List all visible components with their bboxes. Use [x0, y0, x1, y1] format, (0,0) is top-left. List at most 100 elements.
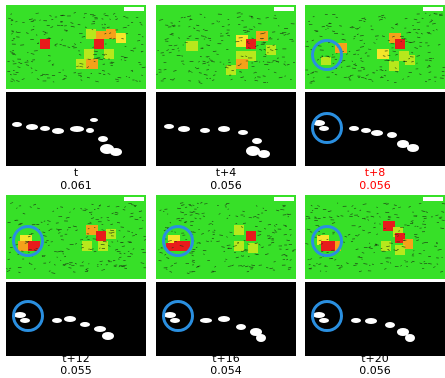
overlay-mark — [208, 223, 212, 225]
overlay-mark — [30, 29, 35, 31]
overlay-mark — [77, 72, 82, 74]
overlay-mark — [203, 253, 205, 255]
mask-blob — [64, 316, 76, 322]
overlay-mark — [107, 205, 110, 207]
overlay-mark — [376, 38, 378, 40]
overlay-mark — [430, 19, 434, 21]
overlay-mark — [10, 19, 14, 21]
overlay-mark — [177, 47, 180, 49]
overlay-mark — [263, 228, 267, 230]
overlay-mark — [13, 38, 16, 40]
overlay-mark — [86, 66, 90, 68]
overlay-mark — [406, 265, 408, 268]
overlay-mark — [141, 66, 146, 69]
overlay-mark — [416, 55, 420, 57]
heat-cell — [246, 51, 256, 61]
overlay-mark — [428, 64, 431, 67]
overlay-mark — [398, 206, 401, 208]
overlay-mark — [367, 232, 371, 234]
heat-cell — [94, 39, 104, 49]
heatmap-frame — [6, 5, 146, 89]
overlay-mark — [223, 250, 226, 253]
overlay-mark — [358, 270, 362, 273]
overlay-mark — [112, 13, 116, 15]
overlay-mark — [369, 264, 371, 267]
overlay-mark — [254, 71, 257, 74]
overlay-mark — [395, 24, 399, 26]
overlay-mark — [80, 208, 83, 210]
overlay-mark — [180, 211, 184, 214]
text-overlay — [305, 12, 445, 84]
overlay-mark — [101, 18, 104, 20]
heat-cell — [96, 31, 106, 39]
mask-blob — [110, 148, 122, 156]
overlay-mark — [158, 260, 162, 262]
overlay-mark — [65, 216, 70, 219]
overlay-mark — [284, 75, 286, 77]
overlay-mark — [356, 33, 359, 35]
overlay-mark — [122, 264, 127, 267]
overlay-mark — [216, 53, 219, 55]
overlay-mark — [314, 216, 317, 218]
overlay-mark — [260, 43, 265, 45]
overlay-mark — [289, 234, 292, 236]
mask-blob — [256, 334, 266, 342]
overlay-mark — [22, 212, 26, 215]
overlay-mark — [245, 265, 249, 268]
overlay-mark — [437, 44, 441, 46]
overlay-mark — [41, 255, 46, 257]
overlay-mark — [429, 14, 431, 16]
overlay-mark — [207, 230, 210, 232]
overlay-mark — [439, 14, 443, 17]
overlay-mark — [101, 229, 105, 231]
overlay-mark — [74, 43, 77, 45]
score-value: 0.056 — [359, 364, 391, 377]
overlay-mark — [334, 74, 338, 76]
overlay-mark — [379, 216, 381, 218]
overlay-mark — [48, 37, 52, 39]
overlay-mark — [186, 272, 190, 274]
overlay-mark — [205, 240, 209, 243]
overlay-mark — [328, 216, 333, 218]
overlay-mark — [373, 42, 376, 44]
overlay-mark — [138, 210, 143, 213]
overlay-mark — [33, 268, 36, 270]
overlay-mark — [18, 61, 21, 64]
mask-blob — [397, 140, 409, 148]
overlay-mark — [21, 78, 25, 80]
overlay-mark — [212, 233, 215, 236]
overlay-mark — [269, 267, 274, 270]
overlay-mark — [224, 204, 228, 206]
overlay-mark — [378, 18, 383, 21]
time-label: t+8 — [364, 166, 386, 179]
overlay-mark — [305, 243, 309, 245]
overlay-mark — [439, 13, 443, 15]
overlay-mark — [265, 17, 269, 19]
overlay-mark — [122, 26, 127, 29]
overlay-mark — [143, 239, 146, 241]
overlay-mark — [19, 222, 23, 225]
overlay-mark — [10, 20, 14, 22]
mask-blob — [70, 126, 84, 132]
overlay-mark — [161, 247, 163, 249]
overlay-mark — [111, 212, 114, 215]
overlay-mark — [98, 204, 102, 207]
overlay-mark — [408, 31, 412, 33]
overlay-mark — [254, 242, 258, 244]
overlay-mark — [282, 204, 286, 207]
score-value: 0.055 — [60, 364, 92, 377]
heat-cell — [381, 241, 391, 251]
overlay-mark — [435, 214, 439, 217]
frame-tag — [423, 197, 443, 201]
heat-cell — [116, 33, 126, 43]
overlay-mark — [58, 250, 62, 253]
overlay-mark — [391, 27, 394, 29]
overlay-mark — [40, 74, 44, 77]
overlay-mark — [283, 34, 287, 36]
overlay-mark — [169, 79, 174, 81]
overlay-mark — [93, 50, 98, 52]
overlay-mark — [189, 18, 192, 20]
overlay-mark — [394, 214, 398, 216]
heat-cell — [377, 49, 389, 59]
overlay-mark — [66, 248, 70, 250]
